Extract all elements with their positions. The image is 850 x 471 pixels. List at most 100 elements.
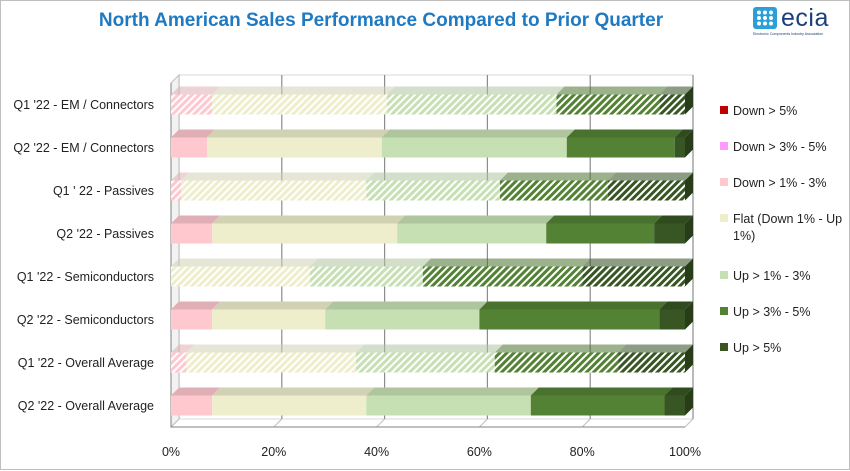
floor-gridline bbox=[273, 418, 283, 428]
bar-segment bbox=[171, 180, 182, 201]
y-tick-label: Q2 '22 - Semiconductors bbox=[17, 313, 154, 327]
bar-segment bbox=[674, 137, 685, 158]
bar-segment bbox=[366, 180, 500, 201]
bar-segment-top bbox=[674, 129, 693, 138]
x-tick-label: 20% bbox=[261, 445, 286, 459]
bar-segment-top bbox=[659, 86, 693, 95]
bar-segment bbox=[171, 309, 213, 330]
bar-segment-top bbox=[546, 215, 663, 224]
legend-label: Down > 1% - 3% bbox=[733, 176, 827, 190]
bar-segment-top bbox=[171, 86, 221, 95]
bar-segment-top bbox=[171, 344, 195, 353]
bar-segment-top bbox=[422, 258, 591, 267]
bar-segment-side bbox=[685, 301, 693, 330]
bar-segment-side bbox=[685, 129, 693, 158]
legend-label: Up > 5% bbox=[733, 341, 782, 355]
floor-gridline bbox=[684, 418, 694, 428]
legend-swatch bbox=[720, 343, 728, 351]
bar-segment-top bbox=[659, 301, 693, 310]
bar-segment bbox=[499, 180, 608, 201]
bar-group bbox=[171, 344, 693, 373]
bar-segment-top bbox=[206, 129, 390, 138]
bar-segment-top bbox=[386, 86, 565, 95]
bar-segment-top bbox=[530, 387, 673, 396]
bar-segment-top bbox=[171, 258, 318, 267]
floor-gridline bbox=[376, 418, 385, 428]
legend-swatch bbox=[720, 307, 728, 315]
bar-group bbox=[171, 215, 693, 244]
bar-segment-side bbox=[685, 258, 693, 287]
x-tick-label: 0% bbox=[162, 445, 180, 459]
ecia-logo: ecia Electronic Components Industry Asso… bbox=[753, 4, 845, 41]
bar-segment bbox=[171, 352, 187, 373]
bar-segment-top bbox=[582, 258, 693, 267]
bar-segment bbox=[659, 309, 685, 330]
x-tick-label: 40% bbox=[364, 445, 389, 459]
bar-segment-top bbox=[607, 172, 693, 181]
legend-swatch bbox=[720, 214, 728, 222]
bar-segment bbox=[494, 352, 619, 373]
bar-segment-top bbox=[654, 215, 693, 224]
bar-group bbox=[171, 129, 693, 158]
bar-segment bbox=[566, 137, 675, 158]
legend-label: Up > 3% - 5% bbox=[733, 305, 811, 319]
bar-group bbox=[171, 172, 693, 201]
bar-segment bbox=[171, 266, 310, 287]
bar-segment-top bbox=[479, 301, 668, 310]
bar-segment-side bbox=[685, 86, 693, 115]
bar-group bbox=[171, 387, 693, 416]
y-tick-label: Q1 '22 - Overall Average bbox=[18, 356, 154, 370]
bar-group bbox=[171, 301, 693, 330]
bar-segment-top bbox=[171, 387, 221, 396]
bar-segment-top bbox=[499, 172, 616, 181]
chart-title: North American Sales Performance Compare… bbox=[98, 10, 664, 31]
bar-segment-side bbox=[685, 344, 693, 373]
bar-segment-top bbox=[566, 129, 683, 138]
x-tick-label: 80% bbox=[570, 445, 595, 459]
bar-segment-top bbox=[309, 258, 431, 267]
bar-segment-top bbox=[212, 215, 406, 224]
bar-segment bbox=[479, 309, 660, 330]
bar-segment bbox=[171, 137, 207, 158]
bar-segment-top bbox=[171, 129, 215, 138]
bar-segment-side bbox=[685, 172, 693, 201]
bar-segment-top bbox=[212, 301, 334, 310]
y-tick-label: Q2 '22 - EM / Connectors bbox=[13, 141, 154, 155]
bar-segment bbox=[206, 137, 382, 158]
bar-group bbox=[171, 258, 693, 287]
bar-segment bbox=[186, 352, 357, 373]
bar-segment-top bbox=[664, 387, 693, 396]
legend-swatch bbox=[720, 106, 728, 114]
bar-segment-top bbox=[556, 86, 668, 95]
bar-segment bbox=[546, 223, 655, 244]
bar-segment bbox=[422, 266, 583, 287]
bar-segment bbox=[607, 180, 685, 201]
bar-segment bbox=[618, 352, 685, 373]
bar-segment bbox=[181, 180, 367, 201]
bar-segment bbox=[582, 266, 685, 287]
bar-segment bbox=[664, 395, 685, 416]
floor-gridline bbox=[479, 418, 488, 428]
bar-segment-top bbox=[356, 344, 503, 353]
bar-segment bbox=[397, 223, 547, 244]
bar-segment bbox=[171, 223, 213, 244]
logo-tagline: Electronic Components Industry Associati… bbox=[753, 32, 824, 36]
bar-segment-top bbox=[171, 215, 221, 224]
ecia-logo-mark-icon bbox=[753, 7, 777, 29]
bar-segment-top bbox=[212, 86, 395, 95]
bar-group bbox=[171, 86, 693, 115]
floor-gridline bbox=[581, 418, 591, 428]
legend-label: Up > 1% - 3% bbox=[733, 269, 811, 283]
y-tick-label: Q1 ' 22 - Passives bbox=[53, 184, 154, 198]
bar-segment bbox=[212, 223, 398, 244]
bar-segment-top bbox=[325, 301, 488, 310]
x-tick-label: 100% bbox=[669, 445, 701, 459]
x-tick-label: 60% bbox=[467, 445, 492, 459]
bar-segment-top bbox=[171, 172, 190, 181]
bar-segment bbox=[366, 395, 531, 416]
bar-segment-side bbox=[685, 215, 693, 244]
bar-segment-top bbox=[171, 301, 221, 310]
plot-side-wall bbox=[170, 73, 180, 429]
